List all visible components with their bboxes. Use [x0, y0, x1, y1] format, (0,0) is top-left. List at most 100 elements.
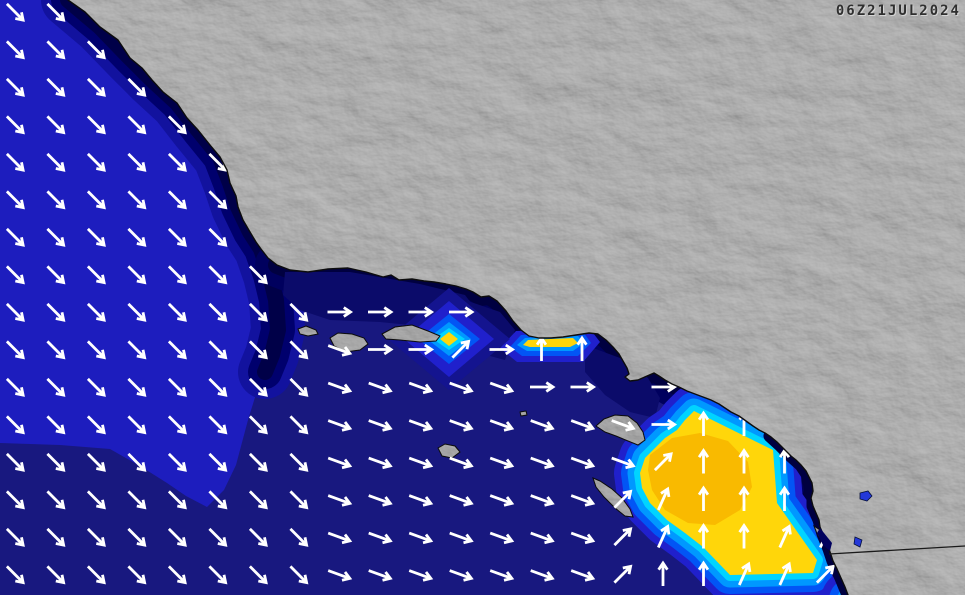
- swell-arrow: [86, 452, 106, 472]
- swell-arrow: [449, 306, 475, 318]
- swell-arrow: [5, 490, 25, 510]
- swell-arrow: [697, 560, 710, 586]
- swell-arrow: [289, 340, 309, 360]
- swell-arrow: [408, 569, 434, 582]
- swell-arrow: [46, 415, 66, 435]
- swell-arrow: [86, 490, 106, 510]
- swell-arrow: [408, 343, 435, 356]
- swell-arrow: [167, 265, 187, 285]
- swell-arrow: [46, 565, 66, 585]
- swell-arrow: [611, 419, 636, 432]
- land-overlays: [817, 490, 965, 555]
- swell-arrow: [127, 190, 147, 210]
- swell-arrow: [46, 452, 66, 472]
- swell-arrow: [167, 227, 187, 247]
- swell-arrow: [368, 456, 393, 470]
- swell-arrow: [570, 419, 596, 432]
- swell-arrow: [530, 419, 555, 432]
- swell-arrow: [208, 190, 228, 210]
- swell-arrow: [167, 565, 187, 585]
- swell-arrow: [127, 415, 147, 435]
- swell-arrow: [86, 302, 106, 322]
- swell-arrow: [449, 494, 474, 507]
- swell-arrow: [530, 494, 555, 507]
- swell-arrow: [530, 569, 555, 582]
- swell-arrow: [86, 265, 106, 285]
- swell-arrow: [127, 115, 147, 135]
- swell-arrow: [86, 190, 106, 210]
- swell-arrow: [408, 419, 434, 432]
- swell-arrow: [530, 381, 556, 393]
- swell-arrow: [248, 490, 268, 510]
- swell-arrow: [289, 377, 309, 397]
- swell-arrow: [738, 447, 750, 474]
- swell-arrow: [46, 2, 66, 22]
- swell-arrow: [368, 531, 393, 545]
- swell-arrow: [46, 265, 66, 285]
- swell-arrow: [208, 527, 228, 547]
- swell-arrow: [208, 490, 228, 510]
- swell-arrow: [5, 77, 25, 97]
- swell-arrow: [86, 340, 106, 360]
- swell-arrow: [570, 531, 596, 545]
- swell-arrow: [5, 190, 25, 210]
- swell-arrow: [489, 456, 515, 470]
- island-san-miguel: [297, 325, 319, 337]
- swell-arrow: [738, 522, 750, 549]
- swell-arrow: [167, 340, 187, 360]
- swell-arrow: [167, 527, 187, 547]
- swell-arrow: [208, 415, 228, 435]
- swell-arrow: [5, 527, 25, 547]
- timestamp-label: 06Z21JUL2024: [835, 3, 961, 19]
- swell-arrow: [613, 489, 633, 509]
- wind-arrows-layer: [5, 2, 835, 586]
- swell-arrow: [489, 494, 515, 507]
- swell-arrow: [127, 527, 147, 547]
- swell-arrow: [530, 456, 555, 470]
- island-santa-barbara-island: [437, 443, 461, 459]
- swell-arrow: [5, 227, 25, 247]
- swell-arrow: [248, 527, 268, 547]
- swell-arrow: [449, 569, 474, 582]
- swell-arrow: [697, 522, 710, 549]
- swell-arrow: [127, 340, 147, 360]
- swell-arrow: [167, 377, 187, 397]
- swell-arrow: [489, 569, 515, 582]
- swell-arrow: [208, 452, 228, 472]
- swell-arrow: [289, 452, 309, 472]
- swell-arrow: [5, 40, 25, 60]
- swell-arrow: [86, 415, 106, 435]
- swell-arrow: [368, 419, 393, 432]
- swell-arrow: [651, 418, 678, 431]
- swell-arrow: [489, 531, 515, 545]
- swell-arrow: [167, 115, 187, 135]
- swell-arrow: [127, 490, 147, 510]
- swell-arrow: [5, 115, 25, 135]
- swell-arrow: [248, 340, 268, 360]
- swell-blob-anacapa: [388, 288, 510, 390]
- swell-arrow: [86, 115, 106, 135]
- swell-arrow: [653, 452, 673, 472]
- san-diego-bay: [817, 528, 832, 551]
- swell-arrow: [697, 447, 710, 474]
- swell-arrow: [327, 381, 353, 395]
- swell-arrow: [327, 531, 353, 545]
- swell-arrow: [46, 527, 66, 547]
- swell-arrow: [778, 561, 792, 586]
- swell-arrow: [657, 560, 669, 586]
- swell-arrow: [5, 340, 25, 360]
- swell-arrow: [738, 485, 750, 511]
- swell-arrow: [127, 377, 147, 397]
- swell-arrow: [570, 569, 596, 582]
- swell-arrow: [248, 265, 268, 285]
- swell-arrow: [778, 447, 791, 474]
- swell-arrow: [570, 456, 596, 470]
- swell-arrow: [613, 527, 633, 547]
- swell-arrow: [127, 565, 147, 585]
- swell-arrow: [368, 569, 393, 582]
- swell-arrow: [489, 381, 515, 395]
- swell-blob-sandiego: [614, 385, 843, 595]
- swell-arrow: [86, 227, 106, 247]
- swell-arrow: [327, 456, 353, 470]
